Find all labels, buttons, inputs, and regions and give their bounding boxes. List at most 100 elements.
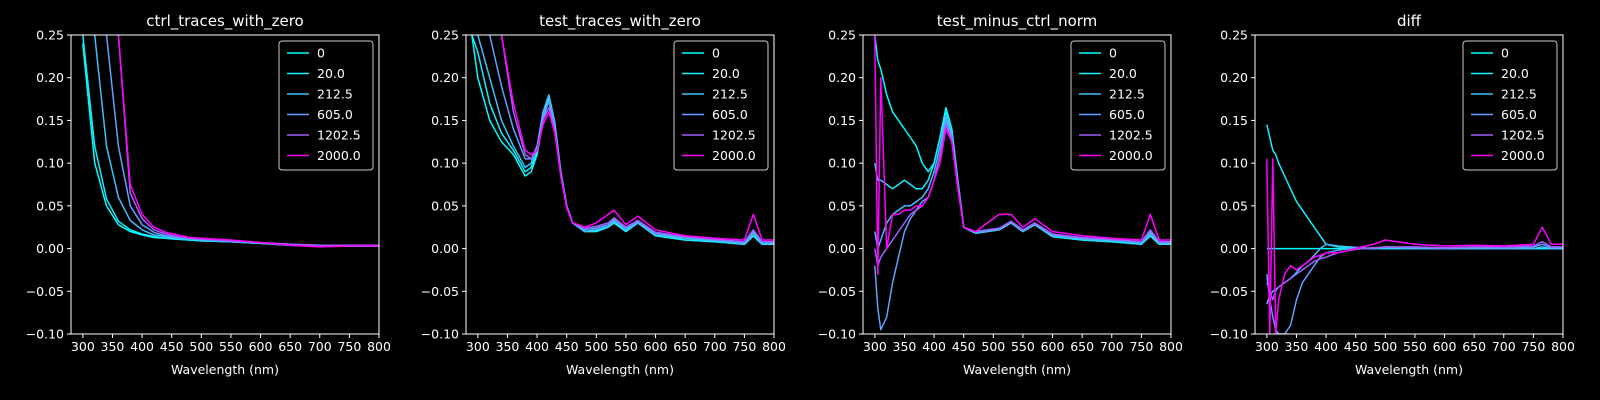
panel-3-legend: 0 20.0 212.5 605.0 1202.5 2000.0 <box>1070 40 1166 171</box>
panel-3-x-axis-label: Wavelength (nm) <box>963 362 1071 377</box>
panel-2-legend-label: 20.0 <box>712 66 740 81</box>
panel-3-title: test_minus_ctrl_norm <box>937 12 1098 31</box>
panel-1-y-tick-label: 0.05 <box>36 198 64 213</box>
panel-1-series-line-4 <box>117 35 379 246</box>
panel-3-y-tick-label: 0.15 <box>828 113 856 128</box>
panel-1-y-tick-label: 0.25 <box>36 28 64 43</box>
panel-2-x-tick-label: 800 <box>762 339 786 354</box>
panel-1-frame <box>70 34 380 335</box>
panel-2-y-tick-label: −0.05 <box>421 284 459 299</box>
panel-4-x-tick-label: 300 <box>1255 339 1279 354</box>
panel-3-series-line-5 <box>874 35 1171 275</box>
panel-4-x-tick-label: 600 <box>1433 339 1457 354</box>
panel-2-y-tick-label: 0.20 <box>431 70 459 85</box>
panel-2-y-tick-label: 0.10 <box>431 156 459 171</box>
panel-2-x-tick-label: 600 <box>644 339 668 354</box>
panel-1-x-tick-label: 700 <box>308 339 332 354</box>
panel-1-title: ctrl_traces_with_zero <box>146 12 303 31</box>
panel-2-y-tick-label: 0.25 <box>431 28 459 43</box>
panel-4-legend-label: 2000.0 <box>1501 148 1545 163</box>
panel-4-x-tick-label: 750 <box>1521 339 1545 354</box>
panel-1-x-tick-label: 600 <box>249 339 273 354</box>
panel-3-x-tick-label: 450 <box>952 339 976 354</box>
panel-1-x-tick-label: 400 <box>130 339 154 354</box>
panel-1-y-tick-label: −0.10 <box>26 327 64 342</box>
panel-4-legend-label: 1202.5 <box>1501 128 1545 143</box>
panel-2-legend-label: 2000.0 <box>712 148 756 163</box>
panel-4-legend: 0 20.0 212.5 605.0 1202.5 2000.0 <box>1462 40 1558 171</box>
panel-4-legend-label: 20.0 <box>1501 66 1529 81</box>
panel-2-x-tick-label: 500 <box>584 339 608 354</box>
panel-4-y-tick-label: −0.10 <box>1210 327 1248 342</box>
panel-1-y-tick-label: 0.15 <box>36 113 64 128</box>
panel-3-y-tick-label: 0.20 <box>828 70 856 85</box>
panel-3-legend-label: 212.5 <box>1109 87 1145 102</box>
panel-2-plot <box>471 35 774 246</box>
panel-4-series-line-3 <box>1266 243 1563 334</box>
panel-2-y-tick-label: 0.00 <box>431 241 459 256</box>
panel-4-ticks: 300 350 400 450 500 550 600 650 700 750 800 −0.10 −0… <box>1210 28 1575 355</box>
panel-2-series-line-5 <box>500 35 774 241</box>
panel-3-frame <box>862 34 1172 335</box>
panel-1-legend-label: 2000.0 <box>317 148 361 163</box>
panel-4-y-tick-label: 0.05 <box>1220 198 1248 213</box>
panel-4-series-line-5 <box>1266 158 1563 334</box>
panel-1-y-tick-label: 0.10 <box>36 156 64 171</box>
panel-3: test_minus_ctrl_norm 300 350 400 450 500 550 6… <box>818 12 1183 377</box>
panel-2-y-tick-label: 0.05 <box>431 198 459 213</box>
panel-3-legend-label: 20.0 <box>1109 66 1137 81</box>
panel-3-y-tick-label: 0.00 <box>828 241 856 256</box>
panel-4-x-tick-label: 500 <box>1373 339 1397 354</box>
panel-2-title: test_traces_with_zero <box>539 12 701 31</box>
panel-2-legend: 0 20.0 212.5 605.0 1202.5 2000.0 <box>673 40 769 171</box>
panel-3-x-tick-label: 800 <box>1159 339 1183 354</box>
panel-3-x-tick-label: 500 <box>981 339 1005 354</box>
panel-3-legend-label: 605.0 <box>1109 107 1145 122</box>
panel-4-legend-label: 605.0 <box>1501 107 1537 122</box>
panel-1-legend-label: 1202.5 <box>317 128 361 143</box>
panel-1-x-tick-label: 350 <box>101 339 125 354</box>
panel-1-x-tick-label: 800 <box>367 339 391 354</box>
panel-4-x-tick-label: 550 <box>1403 339 1427 354</box>
panel-3-x-tick-label: 350 <box>893 339 917 354</box>
panel-3-x-tick-label: 700 <box>1100 339 1124 354</box>
panel-2-frame <box>465 34 775 335</box>
panel-4-legend-label: 212.5 <box>1501 87 1537 102</box>
panel-1-y-tick-label: −0.05 <box>26 284 64 299</box>
panel-2-x-tick-label: 650 <box>673 339 697 354</box>
panel-1-x-tick-label: 300 <box>71 339 95 354</box>
panel-1: ctrl_traces_with_zero 300 350 400 450 500 550… <box>26 12 391 377</box>
panel-2-x-tick-label: 400 <box>525 339 549 354</box>
panel-3-y-tick-label: −0.05 <box>818 284 856 299</box>
panel-4-y-tick-label: 0.25 <box>1220 28 1248 43</box>
panel-2-x-tick-label: 450 <box>555 339 579 354</box>
panel-2-x-tick-label: 750 <box>732 339 756 354</box>
panel-1-legend-label: 0 <box>317 46 325 61</box>
panel-1-x-axis-label: Wavelength (nm) <box>171 362 279 377</box>
panel-1-y-tick-label: 0.00 <box>36 241 64 256</box>
panel-2-y-tick-label: −0.10 <box>421 327 459 342</box>
panel-2-x-axis-label: Wavelength (nm) <box>566 362 674 377</box>
panel-2-legend-label: 605.0 <box>712 107 748 122</box>
panel-4-frame <box>1254 34 1564 335</box>
panel-3-x-tick-label: 750 <box>1129 339 1153 354</box>
panel-3-x-tick-label: 400 <box>922 339 946 354</box>
panel-4-y-tick-label: 0.20 <box>1220 70 1248 85</box>
panel-3-ticks: 300 350 400 450 500 550 600 650 700 750 800 −0.10 −0… <box>818 28 1183 355</box>
panel-1-x-tick-label: 550 <box>219 339 243 354</box>
panel-4-x-tick-label: 650 <box>1462 339 1486 354</box>
panel-4-x-axis-label: Wavelength (nm) <box>1355 362 1463 377</box>
panel-2-x-tick-label: 700 <box>703 339 727 354</box>
panel-2-x-tick-label: 350 <box>496 339 520 354</box>
panel-1-legend-label: 212.5 <box>317 87 353 102</box>
panel-3-x-tick-label: 650 <box>1070 339 1094 354</box>
panel-1-plot <box>82 35 379 248</box>
panel-2-legend-label: 0 <box>712 46 720 61</box>
panel-3-plot <box>874 35 1171 331</box>
panel-3-y-tick-label: 0.10 <box>828 156 856 171</box>
panel-3-y-tick-label: −0.10 <box>818 327 856 342</box>
panel-3-x-tick-label: 550 <box>1011 339 1035 354</box>
panel-4-x-tick-label: 700 <box>1492 339 1516 354</box>
